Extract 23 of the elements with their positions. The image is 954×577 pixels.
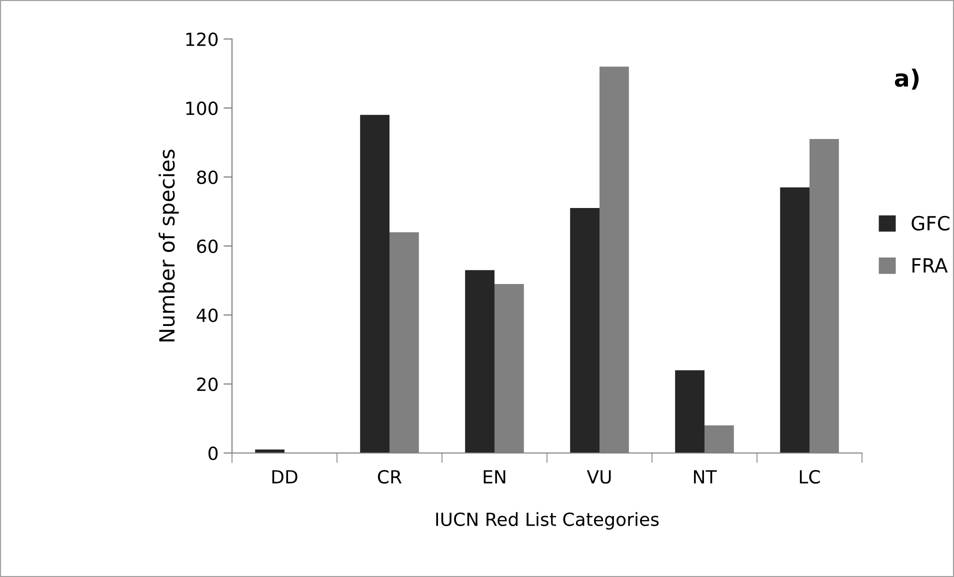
y-tick-label: 60: [197, 239, 218, 254]
y-tick-label: 20: [197, 377, 218, 392]
x-tick-label: DD: [272, 470, 298, 484]
bar: [570, 208, 600, 453]
x-tick-label: CR: [378, 470, 402, 484]
bar: [675, 370, 704, 453]
x-tick-label: NT: [694, 470, 717, 484]
x-axis-title: IUCN Red List Categories: [436, 512, 659, 530]
y-tick-label: 80: [197, 170, 218, 184]
y-tick-label: 120: [186, 32, 218, 46]
y-axis-title: Number of species: [158, 150, 179, 342]
x-tick-label: VU: [586, 470, 611, 484]
x-tick-label: LC: [800, 470, 820, 484]
legend-label: FRA: [912, 258, 948, 272]
bar: [360, 114, 390, 453]
bar: [465, 270, 494, 453]
y-tick-label: 0: [208, 446, 218, 460]
y-tick-label: 40: [196, 308, 218, 322]
y-tick-label: 100: [186, 101, 218, 116]
bar: [780, 187, 810, 453]
x-tick-label: EN: [484, 470, 506, 484]
text: a): [894, 68, 919, 90]
legend-label: GFC: [912, 216, 950, 231]
